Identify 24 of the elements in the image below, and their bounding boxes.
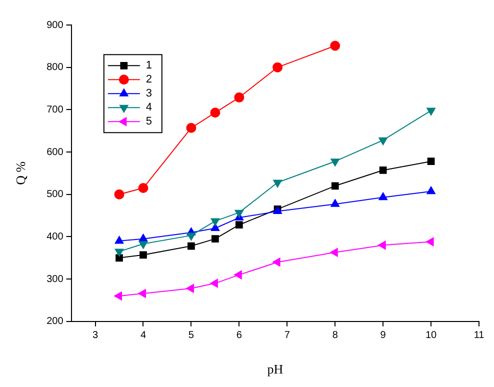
x-tick-label: 10: [425, 330, 438, 342]
x-axis-title: pH: [267, 362, 284, 377]
y-tick-label: 200: [46, 316, 64, 328]
x-tick-label: 9: [380, 330, 386, 342]
y-tick-label: 500: [46, 189, 64, 200]
y-tick-label: 700: [46, 104, 64, 116]
x-tick-label: 3: [92, 330, 98, 342]
x-tick-label: 4: [140, 330, 146, 342]
y-axis-title: Q %: [13, 161, 28, 185]
x-tick-label: 7: [284, 330, 290, 342]
legend-label: 5: [146, 116, 152, 128]
legend-label: 3: [146, 88, 152, 100]
y-tick-label: 800: [46, 62, 64, 74]
y-tick-label: 600: [46, 146, 64, 158]
legend-label: 1: [146, 60, 152, 72]
x-tick-label: 6: [236, 330, 242, 342]
y-tick-label: 300: [46, 274, 64, 285]
y-tick-label: 400: [46, 231, 64, 242]
y-tick-label: 900: [46, 20, 64, 31]
x-tick-label: 5: [188, 330, 194, 342]
legend-label: 4: [146, 102, 152, 114]
x-tick-label: 11: [474, 330, 485, 342]
legend-label: 2: [146, 74, 152, 86]
x-tick-label: 8: [332, 330, 338, 342]
